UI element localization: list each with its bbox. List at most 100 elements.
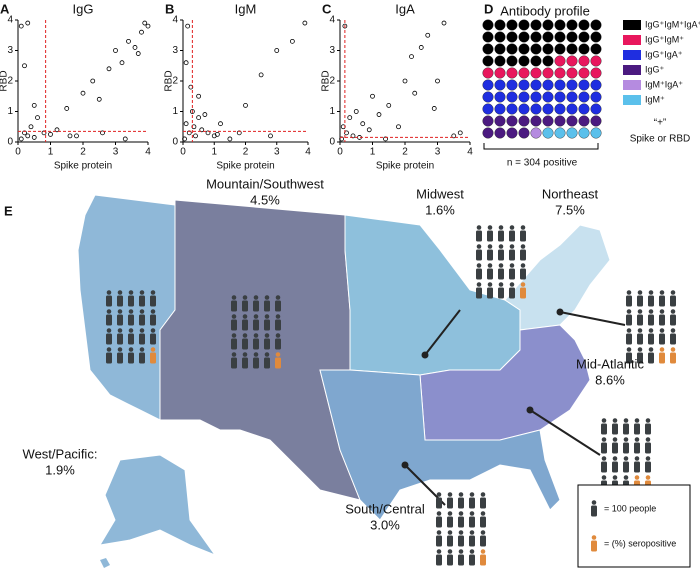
point: [183, 60, 189, 66]
person-icon: [231, 333, 237, 350]
person-body: [447, 497, 453, 509]
person-head: [458, 492, 464, 497]
region: [159, 199, 361, 501]
person-icon: [520, 244, 526, 261]
waffle-dot: [530, 67, 542, 79]
waffle-dot: [566, 91, 578, 103]
person-head: [480, 511, 486, 516]
person-body: [634, 442, 640, 454]
panel-letter: E: [4, 203, 13, 218]
person-body: [659, 352, 665, 364]
person-body: [476, 230, 482, 242]
waffle-dot: [590, 79, 602, 91]
region-value: 4.5%: [250, 192, 280, 207]
person-body: [591, 540, 597, 552]
person-icon: [648, 328, 654, 345]
waffle-dot: [530, 79, 542, 91]
person-head: [476, 244, 482, 249]
person-body: [139, 333, 145, 345]
person-head: [648, 309, 654, 314]
point: [347, 115, 353, 120]
person-body: [117, 314, 123, 326]
person-head: [626, 328, 632, 333]
waffle-dot: [554, 31, 566, 43]
point: [74, 133, 79, 139]
legend-label: = 100 people: [604, 503, 656, 513]
person-body: [480, 516, 486, 528]
person-head: [264, 333, 270, 338]
waffle-dot: [566, 79, 578, 91]
person-icon: [637, 309, 643, 326]
person-head: [128, 328, 134, 333]
point: [353, 109, 359, 114]
person-icon: [242, 295, 248, 312]
waffle-dot: [506, 79, 518, 91]
person-body: [253, 319, 259, 331]
person-icon: [264, 314, 270, 331]
waffle-dot: [590, 31, 602, 43]
person-body: [275, 300, 281, 312]
region: [319, 369, 561, 521]
x-tick-label: 3: [435, 147, 441, 158]
point: [258, 72, 264, 78]
person-icon: [509, 263, 515, 280]
x-tick-label: 3: [113, 147, 119, 158]
waffle-dot: [590, 43, 602, 55]
point: [122, 136, 128, 142]
person-body: [476, 268, 482, 280]
person-head: [469, 549, 475, 554]
person-body: [498, 249, 504, 261]
waffle-dot: [482, 43, 494, 55]
person-head: [476, 282, 482, 287]
legend-label: = (%) seropositive: [604, 538, 676, 548]
person-body: [139, 295, 145, 307]
legend-label: IgM⁺IgA⁺: [645, 79, 683, 89]
person-body: [458, 516, 464, 528]
waffle-dot: [494, 43, 506, 55]
waffle-dot: [494, 31, 506, 43]
waffle-dot: [506, 67, 518, 79]
waffle-dot: [542, 79, 554, 91]
person-head: [106, 309, 112, 314]
person-icon: [447, 530, 453, 547]
person-head: [275, 314, 281, 319]
person-icon: [447, 492, 453, 509]
person-head: [623, 456, 629, 461]
person-body: [623, 461, 629, 473]
person-icon: [498, 263, 504, 280]
point: [409, 54, 414, 59]
panel-letter: C: [322, 1, 332, 16]
hawaii: [100, 558, 110, 568]
point: [274, 48, 280, 53]
person-body: [648, 314, 654, 326]
waffle-dot: [518, 43, 530, 55]
person-icon: [139, 347, 145, 364]
person-head: [634, 475, 640, 480]
person-icon: [637, 328, 643, 345]
panel-letter: A: [0, 1, 10, 16]
person-body: [231, 300, 237, 312]
point: [196, 115, 202, 120]
person-body: [275, 338, 281, 350]
leader-line: [529, 409, 601, 456]
person-head: [469, 530, 475, 535]
person-icon: [458, 511, 464, 528]
person-body: [648, 295, 654, 307]
waffle-dot: [554, 55, 566, 67]
waffle-dot: [578, 91, 590, 103]
person-icon: [626, 309, 632, 326]
point: [418, 45, 424, 50]
point: [193, 133, 198, 139]
waffle-dot: [578, 19, 590, 31]
waffle-dot: [554, 43, 566, 55]
waffle-dot: [578, 31, 590, 43]
y-tick-label: 2: [7, 76, 13, 87]
person-body: [648, 333, 654, 345]
person-head: [612, 456, 618, 461]
plot-title: Antibody profile: [500, 3, 590, 18]
waffle-dot: [566, 103, 578, 115]
person-icon: [634, 437, 640, 454]
person-icon: [612, 456, 618, 473]
person-icon: [117, 328, 123, 345]
person-body: [509, 268, 515, 280]
